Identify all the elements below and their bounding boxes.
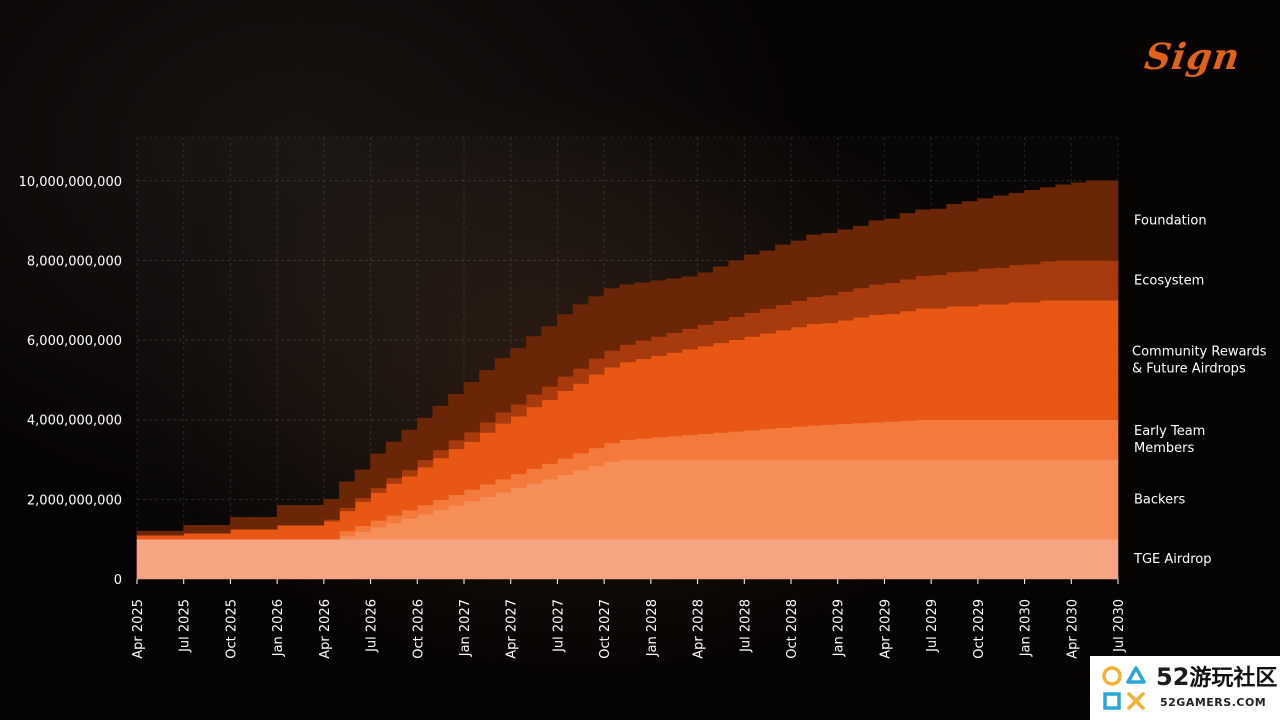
legend-label-community-rewards-future-airdrops: Community Rewards	[1132, 344, 1267, 359]
legend-label-ecosystem: Ecosystem	[1134, 273, 1204, 288]
x-tick-label: Jul 2027	[551, 599, 566, 653]
legend-label-early-team-members: Early Team	[1134, 424, 1205, 439]
legend-label-tge-airdrop: TGE Airdrop	[1133, 552, 1212, 567]
watermark-title: 52游玩社区	[1156, 660, 1277, 692]
x-tick-label: Apr 2029	[878, 599, 893, 659]
x-tick-label: Apr 2030	[1065, 599, 1080, 659]
x-tick-label: Jul 2030	[1112, 599, 1127, 653]
x-tick-label: Jan 2027	[458, 599, 473, 657]
x-tick-label: Apr 2027	[505, 599, 520, 659]
x-tick-label: Oct 2027	[598, 599, 613, 659]
gamepad-icon	[1102, 666, 1146, 710]
x-tick-label: Oct 2025	[224, 599, 239, 659]
legend-label-community-rewards-future-airdrops: & Future Airdrops	[1132, 361, 1246, 376]
legend-label-backers: Backers	[1134, 492, 1185, 507]
x-tick-label: Jul 2026	[365, 599, 380, 653]
watermark-text: 游玩社区	[1189, 666, 1278, 691]
x-tick-label: Oct 2029	[972, 599, 987, 659]
y-tick-label: 10,000,000,000	[19, 175, 122, 190]
brand-logo: Sign	[1142, 36, 1243, 78]
x-tick-label: Jan 2029	[832, 599, 847, 657]
axes: 0 2,000,000,000 4,000,000,000 6,000,000,000…	[19, 175, 1127, 659]
watermark-site: 52GAMERS.COM	[1160, 696, 1267, 709]
x-tick-label: Oct 2026	[411, 599, 426, 659]
y-tick-label: 4,000,000,000	[27, 414, 122, 429]
x-tick-label: Jul 2025	[178, 599, 193, 653]
x-tick-label: Jan 2026	[271, 599, 286, 657]
watermark: 52游玩社区 52GAMERS.COM	[1090, 656, 1280, 720]
x-tick-label: Jul 2028	[738, 599, 753, 653]
y-tick-label: 8,000,000,000	[27, 254, 122, 269]
x-tick-label: Oct 2028	[785, 599, 800, 659]
x-tick-label: Jan 2030	[1019, 599, 1034, 657]
y-tick-label: 2,000,000,000	[27, 493, 122, 508]
area-series	[136, 180, 1119, 580]
legend-label-early-team-members: Members	[1134, 441, 1194, 456]
watermark-number: 52	[1156, 663, 1190, 691]
y-tick-label: 6,000,000,000	[27, 334, 122, 349]
area-foundation	[136, 180, 1119, 536]
x-tick-label: Apr 2025	[131, 599, 146, 659]
x-tick-label: Apr 2026	[318, 599, 333, 659]
legend-label-foundation: Foundation	[1134, 214, 1207, 229]
area-tge-airdrop	[136, 538, 1119, 580]
x-tick-label: Jul 2029	[925, 599, 940, 653]
x-tick-label: Jan 2028	[645, 599, 660, 657]
x-tick-label: Apr 2028	[692, 599, 707, 659]
y-tick-label: 0	[114, 573, 122, 588]
legend: Foundation Ecosystem Community Rewards & Fu…	[1132, 214, 1267, 567]
